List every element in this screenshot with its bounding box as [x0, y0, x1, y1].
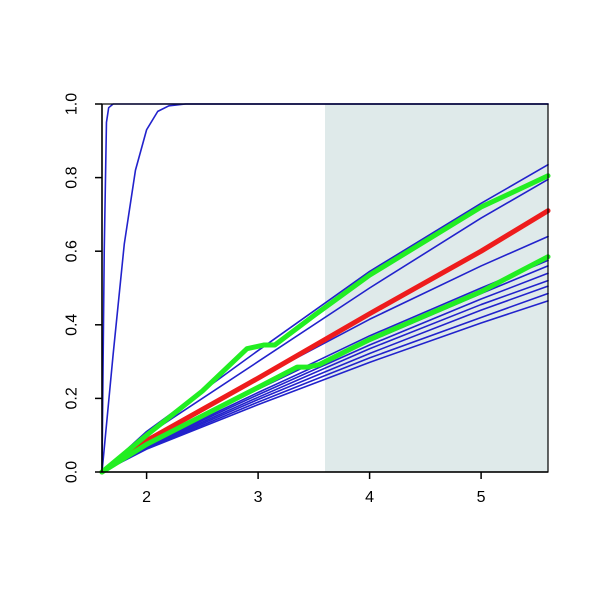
x-tick-label: 2 — [142, 489, 151, 506]
series-line-red-12 — [99, 208, 551, 475]
series-line-green-14 — [99, 254, 551, 475]
y-tick-label: 0.8 — [64, 166, 81, 188]
x-axis-ticks: 2 3 4 5 — [142, 472, 486, 506]
y-axis-ticks: 0.0 0.2 0.4 0.6 0.8 1.0 — [64, 93, 102, 483]
series-line-blue-11 — [101, 300, 549, 473]
y-tick-label: 0.4 — [64, 314, 81, 336]
series-group — [99, 103, 551, 475]
series-line-blue-1 — [101, 103, 549, 473]
y-tick-label: 0.6 — [64, 240, 81, 262]
x-tick-label: 3 — [254, 489, 263, 506]
x-tick-label: 4 — [365, 489, 374, 506]
x-tick-label: 5 — [477, 489, 486, 506]
y-tick-label: 0.0 — [64, 461, 81, 483]
y-tick-label: 1.0 — [64, 93, 81, 115]
y-tick-label: 0.2 — [64, 387, 81, 409]
series-line-green-13 — [99, 173, 551, 475]
